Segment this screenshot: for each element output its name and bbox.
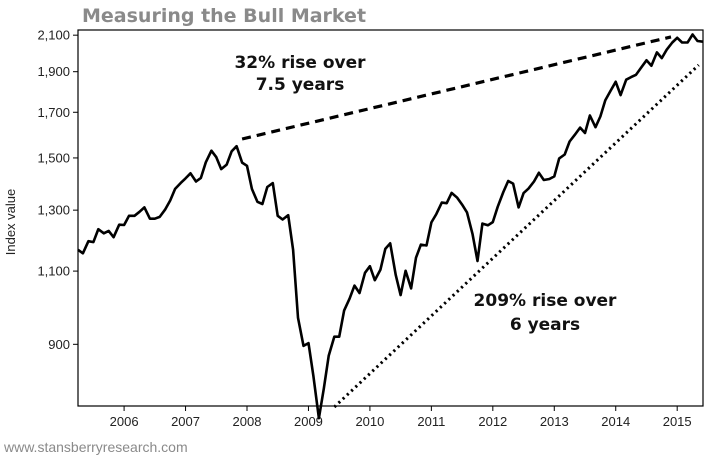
annotation-2-line-2: 6 years	[510, 315, 580, 335]
annotation-2-line-1: 209% rise over	[474, 291, 618, 311]
trend-line-dashed	[241, 35, 672, 141]
chart-title: Measuring the Bull Market	[82, 5, 366, 27]
y-axis: 900 1,100 1,300 1,500 1,700 1,900 2,100	[37, 28, 78, 352]
y-tick-label: 1,500	[37, 150, 70, 165]
x-tick-label: 2014	[601, 414, 630, 429]
x-tick-label: 2013	[540, 414, 569, 429]
x-tick-label: 2008	[233, 414, 262, 429]
annotation-1-line-1: 32% rise over	[234, 53, 366, 73]
x-tick-label: 2012	[478, 414, 507, 429]
y-axis-label: Index value	[3, 189, 18, 256]
x-axis: 2006 2007 2008 2009 2010 2011 2012 2013 2014 2015	[110, 406, 692, 429]
x-tick-label: 2010	[355, 414, 384, 429]
y-tick-label: 900	[48, 337, 70, 352]
y-tick-label: 1,300	[37, 203, 70, 218]
y-tick-label: 1,700	[37, 105, 70, 120]
annotation-1-line-2: 7.5 years	[256, 75, 345, 95]
series-line	[77, 33, 704, 420]
x-tick-label: 2011	[417, 414, 445, 429]
x-tick-label: 2009	[294, 414, 323, 429]
footer-url: www.stansberryresearch.com	[3, 439, 188, 455]
y-tick-label: 1,900	[37, 64, 70, 79]
y-tick-label: 2,100	[37, 28, 70, 43]
y-tick-label: 1,100	[37, 264, 70, 279]
x-tick-label: 2006	[110, 414, 139, 429]
trend-line-dotted	[333, 63, 700, 409]
x-tick-label: 2015	[663, 414, 692, 429]
x-tick-label: 2007	[171, 414, 200, 429]
plot-frame	[77, 29, 704, 407]
